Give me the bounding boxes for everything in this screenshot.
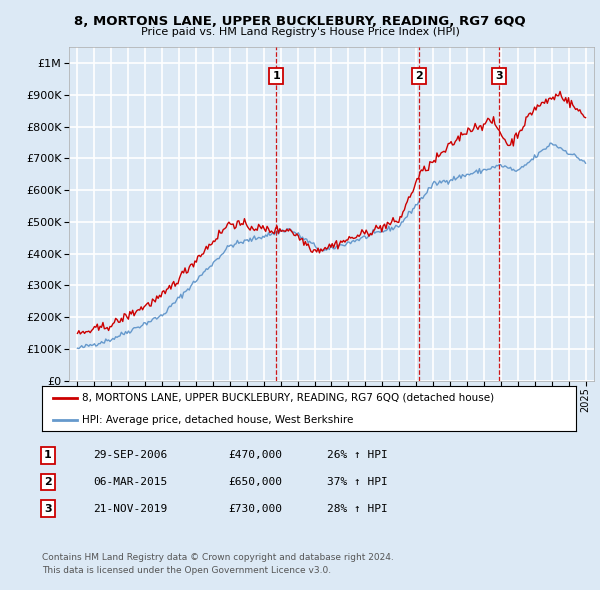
Text: £470,000: £470,000: [228, 451, 282, 460]
Text: 28% ↑ HPI: 28% ↑ HPI: [327, 504, 388, 513]
Text: 2: 2: [44, 477, 52, 487]
Text: 1: 1: [272, 71, 280, 81]
Text: 3: 3: [495, 71, 503, 81]
Text: 21-NOV-2019: 21-NOV-2019: [93, 504, 167, 513]
Text: £730,000: £730,000: [228, 504, 282, 513]
Text: 8, MORTONS LANE, UPPER BUCKLEBURY, READING, RG7 6QQ (detached house): 8, MORTONS LANE, UPPER BUCKLEBURY, READI…: [82, 392, 494, 402]
Text: 06-MAR-2015: 06-MAR-2015: [93, 477, 167, 487]
Text: 29-SEP-2006: 29-SEP-2006: [93, 451, 167, 460]
Text: 26% ↑ HPI: 26% ↑ HPI: [327, 451, 388, 460]
Text: 37% ↑ HPI: 37% ↑ HPI: [327, 477, 388, 487]
Text: Contains HM Land Registry data © Crown copyright and database right 2024.: Contains HM Land Registry data © Crown c…: [42, 553, 394, 562]
Text: 1: 1: [44, 451, 52, 460]
Text: £650,000: £650,000: [228, 477, 282, 487]
Text: This data is licensed under the Open Government Licence v3.0.: This data is licensed under the Open Gov…: [42, 566, 331, 575]
Text: 8, MORTONS LANE, UPPER BUCKLEBURY, READING, RG7 6QQ: 8, MORTONS LANE, UPPER BUCKLEBURY, READI…: [74, 15, 526, 28]
Text: HPI: Average price, detached house, West Berkshire: HPI: Average price, detached house, West…: [82, 415, 353, 425]
Text: 2: 2: [415, 71, 423, 81]
Text: 3: 3: [44, 504, 52, 513]
Text: Price paid vs. HM Land Registry's House Price Index (HPI): Price paid vs. HM Land Registry's House …: [140, 27, 460, 37]
